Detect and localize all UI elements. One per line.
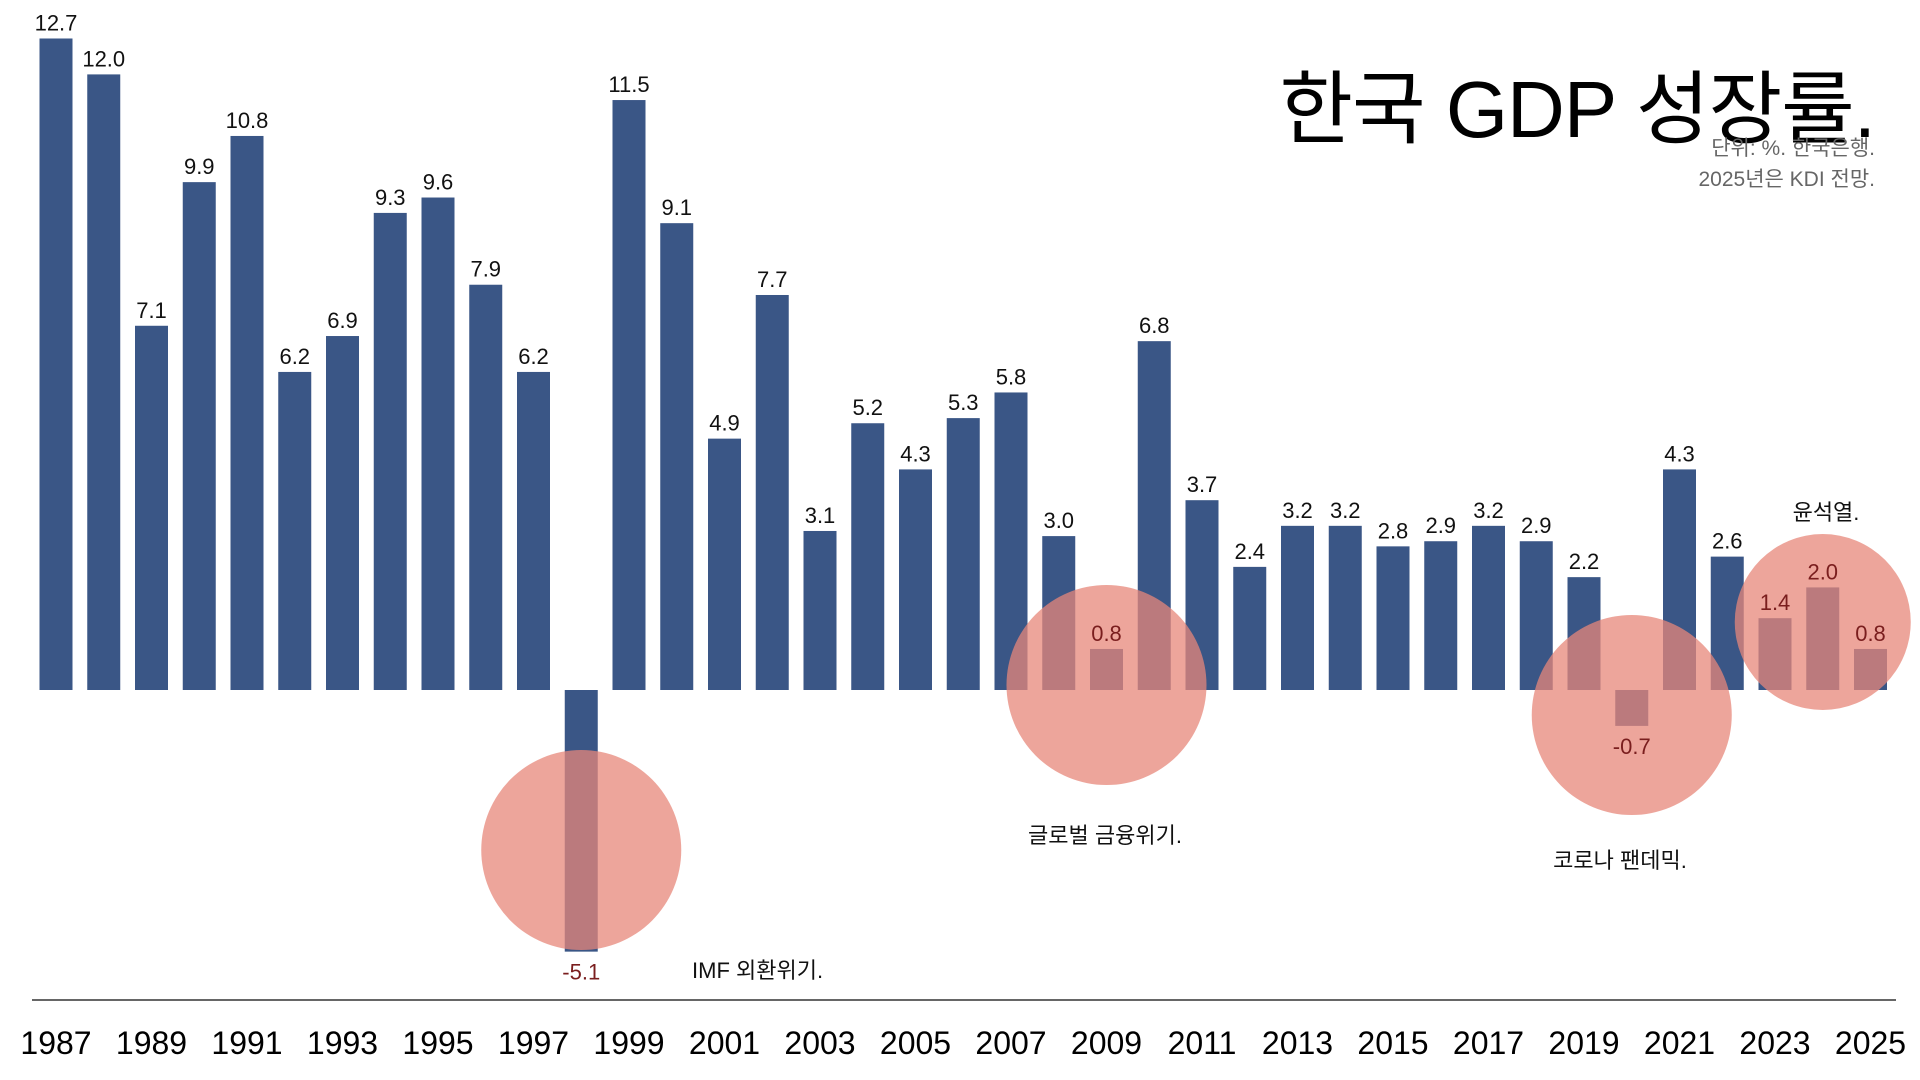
x-tick-label-2015: 2015 [1357,1025,1428,1061]
data-label-1993: 6.9 [327,308,358,333]
bar-1996 [469,284,503,690]
subtitle-forecast-note: 2025년은 KDI 전망. [1698,168,1875,191]
bar-1999 [612,100,646,691]
bar-2004 [851,423,885,690]
bar-2014 [1328,525,1362,690]
data-label-1989: 7.1 [136,298,167,323]
data-label-2012: 2.4 [1234,539,1265,564]
data-label-1997: 6.2 [518,344,549,369]
data-label-1999: 11.5 [608,72,649,97]
data-label-2006: 5.3 [948,390,979,415]
bar-1995 [421,197,455,690]
annotation-2024: 윤석열. [1793,500,1860,525]
x-tick-label-2013: 2013 [1262,1025,1333,1061]
bar-2001 [708,438,741,690]
data-label-2004: 5.2 [852,395,883,420]
data-label-1988: 12.0 [82,46,125,71]
bar-1990 [182,182,216,690]
data-label-2014: 3.2 [1330,498,1361,523]
data-label-2002: 7.7 [757,267,788,292]
chart-subtitle: 단위: %. 한국은행. 2025년은 KDI 전망. [1698,133,1875,195]
data-label-1998: -5.1 [562,960,600,985]
x-tick-label-2007: 2007 [975,1025,1046,1061]
annotation-2020: 코로나 팬데믹. [1553,848,1687,873]
x-tick-label-1989: 1989 [116,1025,187,1061]
x-tick-label-1997: 1997 [498,1025,569,1061]
x-tick-label-1991: 1991 [211,1025,282,1061]
data-label-2010: 6.8 [1139,313,1170,338]
data-label-2005: 4.3 [900,441,931,466]
data-label-1994: 9.3 [375,185,406,210]
bar-2002 [755,294,789,690]
data-label-2022: 2.6 [1712,529,1743,554]
x-tick-label-2009: 2009 [1071,1025,1142,1061]
data-label-1995: 9.6 [423,170,454,195]
data-label-1996: 7.9 [470,257,501,282]
data-label-2009: 0.8 [1091,621,1122,646]
x-tick-label-2025: 2025 [1835,1025,1906,1061]
data-label-2008: 3.0 [1043,508,1074,533]
bar-2006 [946,418,980,690]
data-label-2007: 5.8 [996,364,1027,389]
bar-1993 [326,336,359,690]
x-tick-label-2011: 2011 [1168,1025,1237,1061]
data-label-2016: 2.9 [1425,513,1456,538]
data-label-2015: 2.8 [1378,518,1409,543]
bar-1994 [373,212,407,690]
annotation-1998: IMF 외환위기. [692,958,823,983]
bar-1987 [39,38,73,691]
x-tick-label-2023: 2023 [1739,1025,1810,1061]
highlight-circle-2020 [1531,615,1732,815]
x-tick-label-2001: 2001 [689,1025,760,1061]
data-label-2018: 2.9 [1521,513,1552,538]
data-label-2021: 4.3 [1664,441,1695,466]
x-tick-label-1993: 1993 [307,1025,378,1061]
x-tick-label-2017: 2017 [1453,1025,1524,1061]
data-label-2017: 3.2 [1473,498,1504,523]
annotation-2009: 글로벌 금융위기. [1028,823,1182,848]
data-label-1991: 10.8 [226,108,269,133]
x-tick-label-2005: 2005 [880,1025,951,1061]
x-tick-label-1995: 1995 [402,1025,473,1061]
bar-2012 [1233,566,1267,690]
x-tick-label-1999: 1999 [593,1025,664,1061]
bar-2015 [1376,546,1410,690]
data-label-2000: 9.1 [661,195,692,220]
data-label-2011: 3.7 [1187,472,1218,497]
bar-2003 [803,530,837,690]
data-label-2003: 3.1 [805,503,836,528]
bar-2000 [660,223,694,691]
bar-2005 [899,469,932,690]
data-label-1992: 6.2 [279,344,310,369]
highlight-circle-2009 [1006,585,1207,785]
data-label-2013: 3.2 [1282,498,1313,523]
highlight-circle-1998 [481,750,682,950]
highlight-circle-2024 [1734,534,1911,710]
x-tick-label-2021: 2021 [1644,1025,1715,1061]
data-label-2025: 0.8 [1855,621,1886,646]
bar-1988 [87,74,121,690]
chart-title: 한국 GDP 성장률. [1279,65,1876,154]
bar-2013 [1281,525,1314,690]
bar-2017 [1472,525,1505,690]
data-label-2020: -0.7 [1613,734,1651,759]
subtitle-source: 단위: %. 한국은행. [1711,137,1875,160]
bar-1991 [230,135,264,690]
data-label-1987: 12.7 [35,10,78,35]
x-tick-label-2003: 2003 [784,1025,855,1061]
x-tick-label-2019: 2019 [1548,1025,1619,1061]
bar-1989 [135,325,168,690]
bar-1992 [278,371,312,690]
bar-2016 [1424,541,1458,690]
data-label-2019: 2.2 [1569,549,1600,574]
bar-1997 [517,371,550,690]
data-label-2024: 2.0 [1807,559,1838,584]
data-label-2001: 4.9 [709,411,740,436]
data-label-2023: 1.4 [1760,590,1791,615]
x-tick-label-1987: 1987 [20,1025,91,1061]
data-label-1990: 9.9 [184,154,215,179]
